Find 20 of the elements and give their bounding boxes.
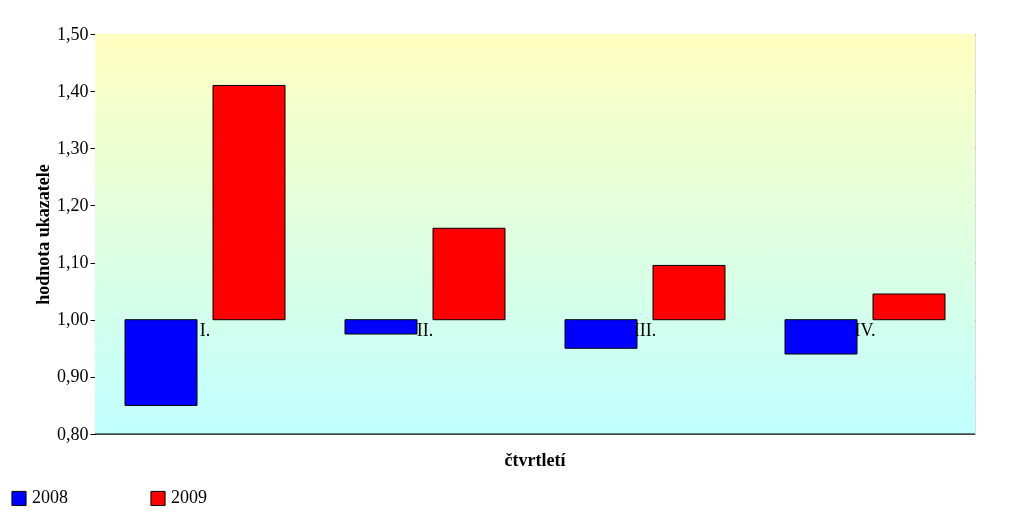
y-tick-label: 1,30 (57, 137, 89, 158)
x-tick-label: II. (416, 320, 434, 341)
y-tick-label: 1,10 (57, 252, 89, 273)
bar (212, 84, 286, 321)
y-axis-title: hodnota ukazatele (33, 164, 53, 305)
y-tick-label: 1,20 (57, 194, 89, 215)
y-tick-label: 1,40 (57, 80, 89, 101)
legend-label: 2009 (171, 487, 207, 508)
x-tick-label: I. (199, 320, 211, 341)
legend-label: 2008 (32, 487, 68, 508)
bar (872, 293, 946, 321)
y-tick-label: 1,00 (57, 309, 89, 330)
y-tick-label: 0,90 (57, 366, 89, 387)
y-tick-label: 0,80 (57, 423, 89, 444)
bar (124, 319, 198, 406)
bar (432, 227, 506, 321)
bar (652, 264, 726, 321)
y-tick-label: 1,50 (57, 23, 89, 44)
x-axis-title: čtvrtletí (504, 450, 567, 470)
bar (344, 319, 418, 335)
